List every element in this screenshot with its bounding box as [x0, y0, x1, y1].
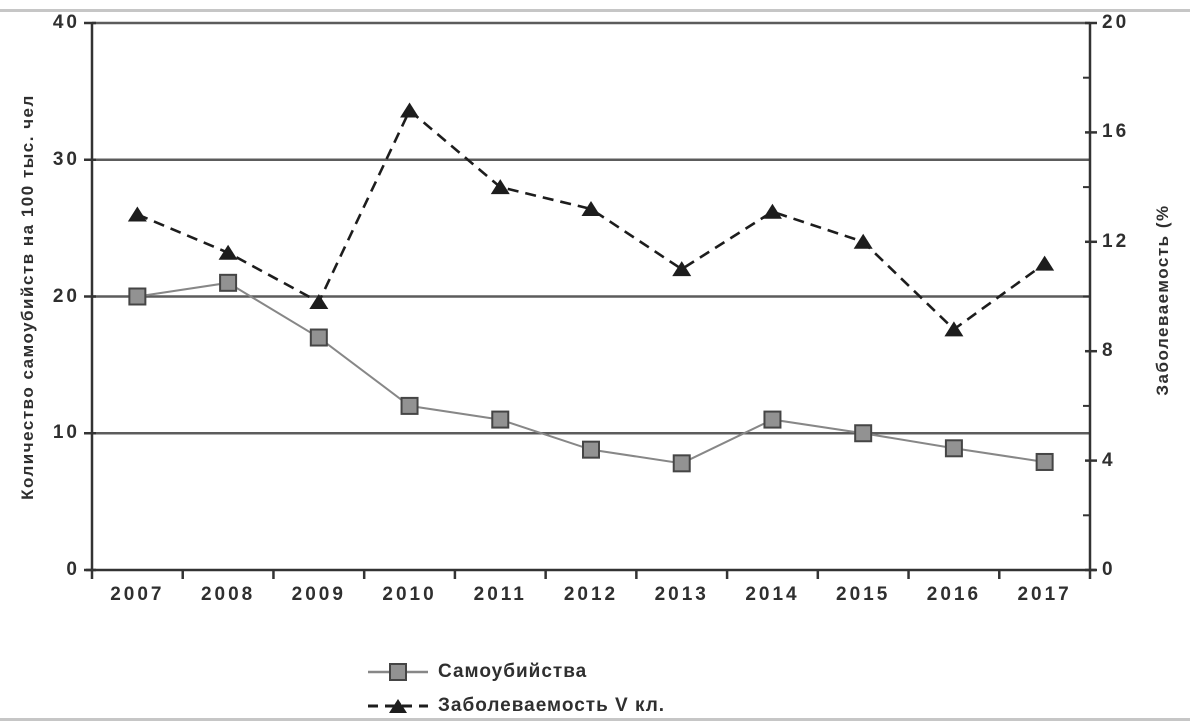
marker-triangle	[1035, 255, 1055, 271]
left-axis-tick-label: 0	[66, 559, 80, 580]
x-axis-tick-label: 2016	[926, 584, 982, 605]
marker-square	[944, 439, 963, 458]
right-axis-tick-label: 16	[1102, 121, 1130, 143]
x-axis-tick-label: 2010	[382, 584, 437, 605]
x-axis-tick-label: 2011	[473, 584, 527, 605]
legend-label: Заболеваемость V кл.	[438, 695, 666, 716]
marker-square	[400, 396, 419, 415]
marker-square	[854, 424, 873, 443]
right-axis-tick-label: 12	[1102, 230, 1130, 252]
left-axis-tick-label: 20	[52, 285, 80, 307]
marker-triangle	[218, 244, 238, 260]
x-axis-tick-label: 2009	[291, 584, 346, 605]
marker-square	[128, 287, 147, 306]
right-axis-title: Заболеваемость (%	[1153, 204, 1172, 396]
x-axis-tick-label: 2007	[110, 584, 165, 605]
marker-triangle	[944, 321, 964, 337]
x-axis-tick-label: 2014	[745, 584, 800, 605]
x-axis-tick-label: 2013	[654, 584, 709, 605]
legend-marker-triangle-icon	[368, 699, 428, 713]
marker-square	[1035, 452, 1054, 471]
marker-square	[763, 410, 782, 429]
marker-square	[309, 328, 328, 347]
marker-triangle	[672, 261, 692, 277]
series-line-morbidity	[136, 108, 1046, 332]
right-axis-tick-label: 4	[1102, 449, 1116, 471]
right-axis-tick-label: 0	[1102, 559, 1116, 580]
left-axis-title: Количество самоубийств на 100 тыс. чел	[18, 94, 37, 500]
marker-square	[491, 410, 510, 429]
legend-item: Заболеваемость V кл.	[366, 689, 665, 723]
x-axis-tick-label: 2008	[200, 584, 256, 605]
right-axis-tick-label: 8	[1102, 340, 1116, 362]
right-axis-tick-label: 20	[1102, 12, 1130, 33]
legend: Самоубийства Заболеваемость V кл.	[366, 655, 665, 723]
marker-triangle	[762, 203, 782, 219]
marker-square	[582, 440, 600, 459]
series-line-suicides	[137, 281, 1045, 465]
x-axis-tick-label: 2012	[563, 584, 619, 605]
marker-triangle	[853, 233, 873, 249]
left-axis-tick-label: 10	[52, 422, 80, 444]
x-axis-tick-label: 2015	[836, 584, 891, 605]
marker-triangle	[490, 179, 510, 195]
x-axis-tick-label: 2017	[1017, 584, 1072, 605]
marker-triangle	[400, 102, 420, 118]
legend-marker-square-icon	[368, 663, 428, 681]
legend-item: Самоубийства	[366, 655, 665, 689]
marker-square	[672, 454, 691, 473]
left-axis-tick-label: 40	[52, 12, 80, 33]
marker-triangle	[127, 206, 147, 222]
scan-border-top	[0, 9, 1190, 12]
scan-border-bottom	[0, 718, 1190, 721]
legend-label: Самоубийства	[438, 661, 588, 682]
marker-triangle	[309, 293, 329, 309]
marker-triangle	[581, 200, 601, 216]
marker-square	[219, 273, 238, 292]
left-axis-tick-label: 30	[52, 148, 80, 170]
